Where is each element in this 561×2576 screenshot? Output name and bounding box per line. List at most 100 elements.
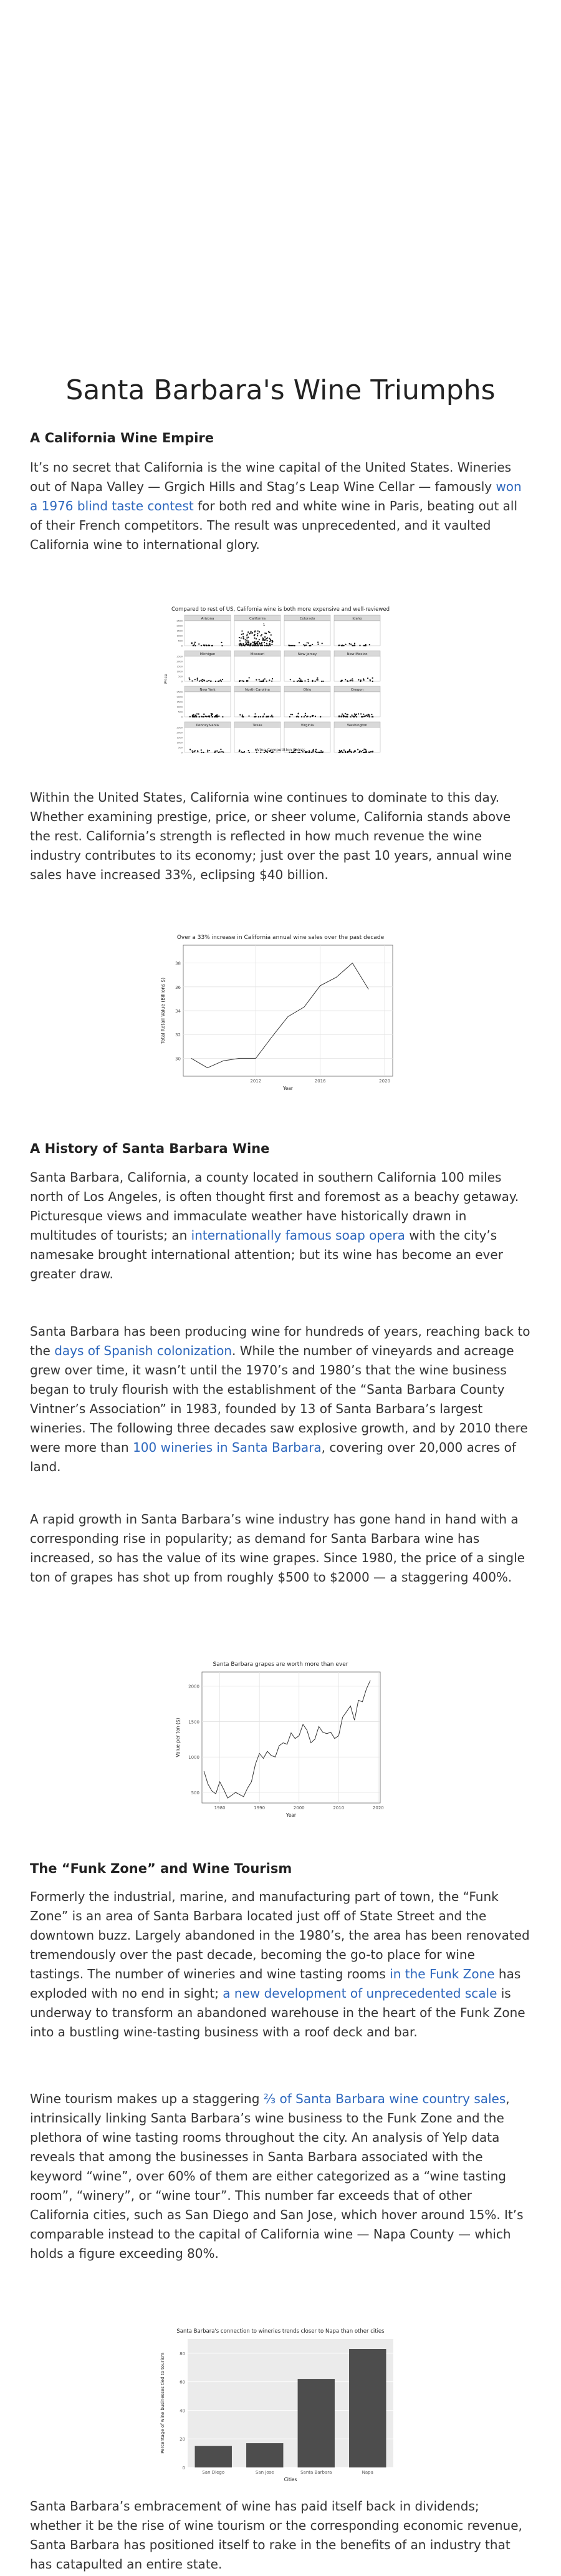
data-point xyxy=(350,643,352,645)
x-tick-label: 2010 xyxy=(333,1806,344,1810)
data-point xyxy=(361,716,363,717)
y-tick-label: 1000 xyxy=(176,706,183,709)
bar xyxy=(194,2446,232,2467)
data-point xyxy=(254,630,256,632)
y-tick-label: 30 xyxy=(175,1056,181,1061)
data-point xyxy=(294,751,296,754)
data-point xyxy=(269,643,271,645)
data-point xyxy=(242,751,244,754)
data-point xyxy=(291,644,293,646)
facet-scatter-chart: Compared to rest of US, California wine … xyxy=(156,604,405,757)
x-tick-label: San Jose xyxy=(256,2470,274,2475)
data-point xyxy=(214,716,216,717)
data-point xyxy=(241,751,242,753)
facet-panel xyxy=(333,656,381,682)
data-point xyxy=(269,750,271,752)
data-point xyxy=(266,643,267,644)
data-point xyxy=(306,751,308,753)
facet-panel xyxy=(284,656,331,682)
data-point xyxy=(269,644,271,646)
data-point xyxy=(256,641,258,643)
data-point xyxy=(240,643,242,645)
data-point xyxy=(304,712,306,714)
chart-title: Santa Barbara's connection to wineries t… xyxy=(176,2328,385,2335)
data-point xyxy=(362,749,364,752)
facet-label: Arizona xyxy=(201,617,214,621)
data-point xyxy=(256,679,257,681)
wine-tourism-bar-chart: Santa Barbara's connection to wineries t… xyxy=(155,2325,406,2487)
data-point xyxy=(348,643,350,644)
data-point xyxy=(193,714,194,716)
bar xyxy=(349,2349,386,2467)
paragraph: A rapid growth in Santa Barbara’s wine i… xyxy=(30,1512,525,1585)
data-point xyxy=(300,680,302,683)
wine-sales-line-chart: Over a 33% increase in California annual… xyxy=(156,931,405,1092)
x-axis-label: Wine Competition Points xyxy=(256,747,305,752)
link-new-development[interactable]: a new development of unprecedented scale xyxy=(223,1986,497,2001)
data-point xyxy=(246,680,248,683)
y-axis-label: Total Retail Value (Billions $) xyxy=(160,978,166,1044)
y-tick-label: 2000 xyxy=(176,731,183,734)
data-point xyxy=(264,678,266,680)
facet-label: Idaho xyxy=(352,617,362,621)
data-point xyxy=(312,749,314,751)
data-point xyxy=(201,680,203,683)
data-point xyxy=(366,714,368,716)
data-point xyxy=(342,751,343,753)
data-point xyxy=(266,644,267,646)
link-wine-country-sales[interactable]: ⅔ of Santa Barbara wine country sales xyxy=(263,2091,506,2106)
data-point xyxy=(289,751,290,753)
link-spanish-colonization[interactable]: days of Spanish colonization xyxy=(54,1343,233,1358)
link-in-the-funk-zone[interactable]: in the Funk Zone xyxy=(390,1966,495,1981)
data-point xyxy=(271,641,273,643)
data-point xyxy=(365,644,367,646)
facet-panel xyxy=(284,691,331,717)
data-point xyxy=(255,638,257,640)
data-point xyxy=(220,680,223,682)
data-point xyxy=(259,643,261,645)
data-point xyxy=(267,631,270,633)
data-point xyxy=(320,750,322,752)
data-point xyxy=(189,716,191,717)
data-point xyxy=(241,630,243,632)
link-100-wineries[interactable]: 100 wineries in Santa Barbara xyxy=(133,1440,322,1455)
data-point xyxy=(242,644,244,646)
data-point xyxy=(372,677,373,679)
data-point xyxy=(248,677,250,679)
link-soap-opera[interactable]: internationally famous soap opera xyxy=(191,1228,405,1243)
data-point xyxy=(343,714,345,716)
data-point xyxy=(201,751,203,754)
data-point xyxy=(191,750,193,752)
data-point xyxy=(354,644,356,646)
data-point xyxy=(194,714,196,716)
data-point xyxy=(250,631,252,633)
data-point xyxy=(359,644,361,646)
data-point xyxy=(295,749,297,751)
x-tick-label: 1990 xyxy=(254,1806,265,1810)
annotation: 1 xyxy=(263,623,266,627)
x-tick-label: 2012 xyxy=(250,1079,261,1084)
data-point xyxy=(297,712,299,714)
data-line xyxy=(191,962,369,1069)
data-point xyxy=(295,716,297,717)
data-point xyxy=(368,751,370,753)
data-point xyxy=(309,716,311,718)
data-point xyxy=(261,643,262,645)
data-point xyxy=(362,678,365,680)
chart-title: Over a 33% increase in California annual… xyxy=(177,935,385,941)
data-point xyxy=(355,713,357,715)
data-point xyxy=(353,716,355,718)
data-point xyxy=(189,749,191,751)
data-point xyxy=(242,643,244,645)
data-point xyxy=(266,751,268,753)
data-point xyxy=(372,716,373,717)
y-tick-label: 1000 xyxy=(176,741,183,744)
data-point xyxy=(312,680,314,683)
data-point xyxy=(364,644,366,647)
data-point xyxy=(269,638,271,640)
link-1976-blind-taste-contest[interactable]: won a 1976 blind taste contest xyxy=(30,479,522,513)
data-point xyxy=(251,632,253,634)
data-point xyxy=(347,680,349,683)
y-tick-label: 2500 xyxy=(176,655,183,658)
data-point xyxy=(257,634,259,637)
